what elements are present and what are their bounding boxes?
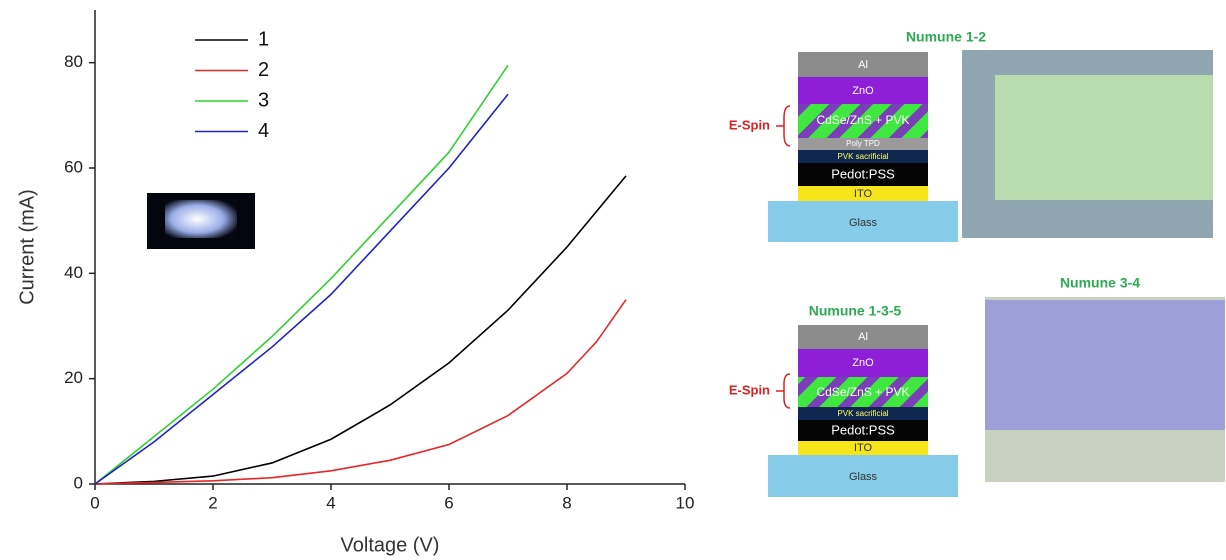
legend-label: 2 [258, 59, 269, 81]
layer [798, 52, 928, 77]
line-series [94, 175, 627, 485]
layer-label: CdSe/ZnS + PVK [816, 113, 909, 127]
layer-label: Glass [849, 471, 878, 483]
bracket [776, 373, 791, 409]
layer-label: PVK sacrificial [837, 409, 888, 418]
layer-label: ITO [854, 442, 873, 454]
line-series [94, 93, 509, 485]
device-title: Numune 1-3-5 [809, 303, 902, 319]
chart: Voltage (V) Current (mA) 0 20 40 60 80 0 2 4 6 8 1… [16, 10, 694, 556]
device-stack: Numune 1-2 Al ZnO CdSe/ZnS + PVK Poly TP… [729, 29, 1213, 242]
device-title: Numune 1-2 [906, 29, 986, 45]
e-spin-label: E-Spin [729, 382, 770, 397]
device-title: Numune 3-4 [1060, 275, 1140, 291]
y-tick-label: 0 [74, 473, 83, 492]
inset-glow [165, 200, 237, 238]
layer-label: PVK sacrificial [837, 152, 888, 161]
layer-label: Al [858, 331, 868, 343]
layer [798, 407, 928, 420]
x-tick-label: 8 [562, 493, 571, 512]
bracket [776, 105, 791, 147]
x-tick-label: 10 [676, 493, 695, 512]
x-tick-label: 2 [208, 493, 217, 512]
layer-label: Poly TPD [846, 139, 880, 148]
layer [798, 163, 928, 186]
layer-label: ITO [854, 188, 873, 200]
layer [798, 104, 928, 138]
layer-label: Pedot:PSS [831, 422, 895, 437]
y-tick-label: 80 [64, 52, 83, 71]
y-tick-label: 60 [64, 157, 83, 176]
e-spin-label: E-Spin [729, 117, 770, 132]
x-tick-label: 4 [326, 493, 335, 512]
micrograph-region [995, 75, 1213, 200]
legend-label: 3 [258, 89, 269, 111]
layer [798, 420, 928, 441]
layer [798, 441, 928, 455]
legend-label: 4 [258, 120, 269, 142]
layer [768, 455, 958, 497]
y-axis-label: Current (mA) [16, 189, 38, 305]
device-stack: Numune 1-3-5 Al ZnO CdSe/ZnS + PVK PVK s… [729, 275, 1225, 497]
legend-label: 1 [258, 28, 269, 50]
x-tick-label: 6 [444, 493, 453, 512]
x-tick-label: 0 [90, 493, 99, 512]
micrograph-region [985, 300, 1225, 430]
line-series [94, 64, 509, 485]
layer-label: Pedot:PSS [831, 166, 895, 181]
layer [798, 377, 928, 407]
layer [798, 325, 928, 349]
x-axis-label: Voltage (V) [341, 534, 440, 556]
y-tick-label: 40 [64, 263, 83, 282]
line-series [94, 299, 627, 485]
layer [798, 186, 928, 201]
layer [768, 201, 958, 242]
layer-label: Glass [849, 217, 878, 229]
layer [798, 349, 928, 377]
y-tick-label: 20 [64, 368, 83, 387]
layer-label: Al [858, 59, 868, 71]
layer-label: CdSe/ZnS + PVK [816, 385, 909, 399]
layer [798, 138, 928, 150]
layer-label: ZnO [852, 357, 874, 369]
layer-label: ZnO [852, 85, 874, 97]
layer [798, 150, 928, 163]
layer [798, 77, 928, 104]
